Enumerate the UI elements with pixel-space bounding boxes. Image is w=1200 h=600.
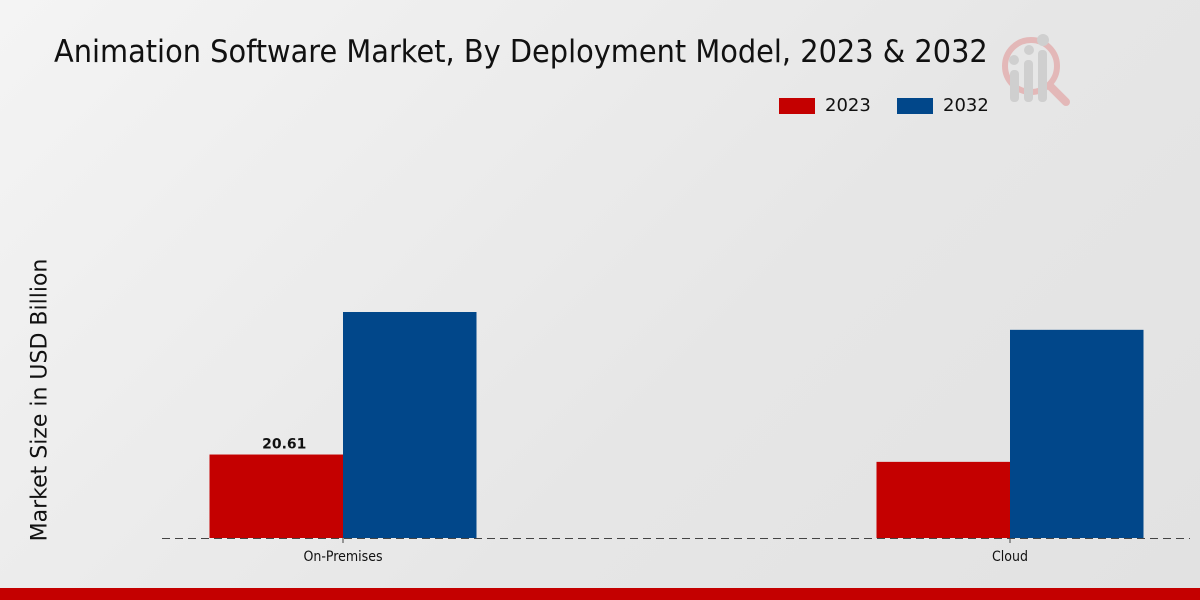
bar-cloud-2023 [876, 461, 1010, 538]
legend-label-2023: 2023 [825, 95, 871, 116]
x-tick-label: Cloud [992, 549, 1028, 565]
footer-bar [0, 588, 1200, 600]
legend-swatch-2023 [779, 97, 815, 114]
brand-logo-icon [1002, 34, 1070, 106]
legend-item-2023: 2023 [779, 95, 871, 116]
bar-on-premises-2032 [343, 312, 477, 538]
bar-cloud-2032 [1010, 329, 1144, 538]
legend-item-2032: 2032 [897, 95, 989, 116]
legend-swatch-2032 [897, 97, 933, 114]
x-tick-label: On-Premises [303, 549, 382, 565]
legend-label-2032: 2032 [943, 95, 989, 116]
bar-on-premises-2023 [209, 454, 343, 538]
chart-title: Animation Software Market, By Deployment… [54, 34, 988, 70]
data-label: 20.61 [262, 437, 306, 453]
